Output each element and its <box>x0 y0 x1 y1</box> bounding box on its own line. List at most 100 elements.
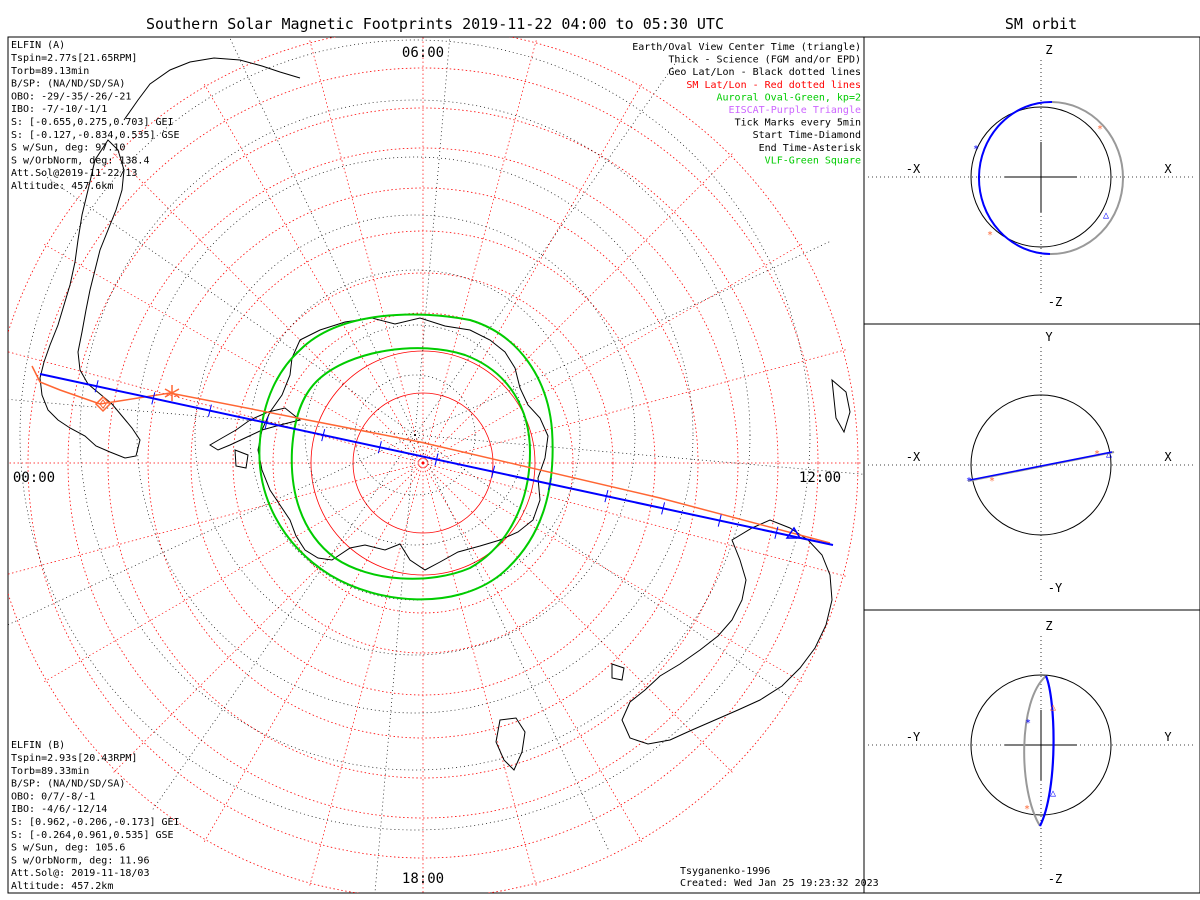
sm-lon-line <box>202 462 424 845</box>
elfin-a-tick <box>717 514 722 527</box>
info-line: S: [-0.127,-0.834,0.535] GSE <box>11 130 180 141</box>
info-line: S w/Sun, deg: 105.6 <box>11 843 125 854</box>
info-line: B/SP: (NA/ND/SD/SA) <box>11 79 125 90</box>
model-credit: Tsyganenko-1996 <box>680 866 770 877</box>
info-line: IBO: -4/6/-12/14 <box>11 804 107 815</box>
info-line: Tspin=2.77s[21.65RPM] <box>11 53 137 64</box>
sm-lat-circle <box>67 107 779 819</box>
sm-lon-line <box>308 462 424 889</box>
axis-label-right: X <box>1164 162 1172 176</box>
legend-item: Start Time-Diamond <box>753 130 861 141</box>
sm-lat-circle <box>272 312 574 614</box>
elfin-a-tick <box>604 490 609 503</box>
legend: Earth/Oval View Center Time (triangle) Th… <box>632 42 861 166</box>
axis-label-bottom: -Z <box>1048 872 1062 886</box>
island-2 <box>611 663 625 681</box>
auroral-oval <box>258 313 554 601</box>
legend-item: End Time-Asterisk <box>759 143 861 154</box>
start-time-diamond <box>94 395 112 413</box>
legend-item: Earth/Oval View Center Time (triangle) <box>632 42 861 53</box>
svg-text:*: * <box>1025 718 1031 729</box>
satellite-tracks <box>31 365 834 546</box>
legend-item: VLF-Green Square <box>765 155 861 166</box>
svg-text:*: * <box>966 476 972 487</box>
sm-lon-line <box>111 151 424 464</box>
sm-lon-line <box>41 462 424 684</box>
orbit-panel-2: Z -Z -Y Y * * △ △ <box>868 619 1196 886</box>
earth-circle <box>970 674 1112 816</box>
elfin-a-tick <box>774 526 779 539</box>
axis-label-right: X <box>1164 450 1172 464</box>
info-line: S w/Sun, deg: 97.10 <box>11 143 125 154</box>
geo-lat-circle <box>354 374 476 496</box>
elfin-a-tick <box>151 392 156 405</box>
legend-item: Tick Marks every 5min <box>735 118 861 129</box>
elfin-a-tick <box>661 502 666 515</box>
start-time-diamond-inner <box>99 399 107 409</box>
elfin-a-name: ELFIN (A) <box>11 40 65 51</box>
sm-lat-circle <box>232 272 614 654</box>
svg-text:*: * <box>989 476 995 487</box>
orbit-title: SM orbit <box>1005 15 1077 33</box>
info-line: Att.Sol@2019-11-22/13 <box>11 168 137 179</box>
africa-coastline <box>621 519 833 745</box>
info-line: S: [-0.655,0.275,0.703] GEI <box>11 117 174 128</box>
geo-lon-line <box>414 434 610 853</box>
info-line: OBO: -29/-35/-26/-21 <box>11 91 131 102</box>
plot-title: Southern Solar Magnetic Footprints 2019-… <box>146 15 724 33</box>
axis-label-bottom: -Y <box>1048 581 1063 595</box>
sm-orbit-panels: Z -Z -X X * △ * * Y -Y -X X * * △ * Z -Z -Y Y * * △ △ <box>863 36 1200 894</box>
australia-coastline <box>495 717 526 771</box>
geo-lat-circle <box>249 269 581 601</box>
orbit-panel-xy-frame <box>863 323 1200 611</box>
coastlines <box>39 57 851 771</box>
geo-lon-line <box>414 57 680 436</box>
geo-lon-line <box>414 240 833 436</box>
legend-item: SM Lat/Lon - Red dotted lines <box>686 80 861 91</box>
footprint-map <box>8 37 864 893</box>
info-line: Torb=89.33min <box>11 766 89 777</box>
island-1 <box>831 378 851 434</box>
elfin-a-tick <box>547 477 552 491</box>
orbit-panel-0: Z -Z -X X * △ * * <box>868 43 1196 309</box>
island-3 <box>234 449 249 469</box>
sm-lon-line <box>422 462 805 684</box>
geo-lon-line <box>414 434 793 700</box>
sm-lon-line <box>422 462 538 889</box>
sm-lon-line <box>422 151 735 464</box>
elfin-a-tick <box>94 380 99 393</box>
info-line: Altitude: 457.6km <box>11 181 113 192</box>
sm-lon-line <box>422 242 805 464</box>
svg-text:△: △ <box>1106 449 1112 460</box>
geo-lat-circle <box>304 324 526 546</box>
geo-lat-circle <box>19 39 811 831</box>
legend-item: Geo Lat/Lon - Black dotted lines <box>668 67 861 78</box>
elfin-b-track <box>31 365 831 544</box>
legend-item: EISCAT-Purple Triangle <box>729 105 861 116</box>
south-america-coastline <box>39 139 141 459</box>
sm-lat-circle <box>27 67 819 859</box>
geo-lon-line <box>374 434 416 893</box>
info-line: Altitude: 457.2km <box>11 881 113 892</box>
sm-lon-line <box>422 462 735 775</box>
axis-label-left: -Y <box>906 730 921 744</box>
elfin-a-tick <box>377 441 382 454</box>
axis-label-top: Z <box>1045 619 1052 633</box>
info-line: S w/OrbNorm, deg: 138.4 <box>11 155 149 166</box>
svg-text:*: * <box>1097 124 1103 135</box>
geo-lat-circle <box>136 156 694 714</box>
earth-circle <box>970 394 1112 536</box>
geo-lon-line <box>37 170 416 436</box>
sm-lon-line <box>422 37 538 464</box>
elfin-b-info: ELFIN (B) Tspin=2.93s[20.43RPM] Torb=89.3… <box>11 740 180 892</box>
elfin-a-tick <box>434 453 439 466</box>
time-label-right: 12:00 <box>799 470 841 486</box>
sm-lon-line <box>422 348 849 464</box>
sm-lon-line <box>8 462 424 575</box>
svg-text:*: * <box>1024 804 1030 815</box>
geo-lon-line <box>150 434 416 813</box>
info-line: Torb=89.13min <box>11 66 89 77</box>
info-line: S w/OrbNorm, deg: 11.96 <box>11 855 149 866</box>
sm-lon-line <box>308 37 424 464</box>
info-line: S: [0.962,-0.206,-0.173] GEI <box>11 817 180 828</box>
